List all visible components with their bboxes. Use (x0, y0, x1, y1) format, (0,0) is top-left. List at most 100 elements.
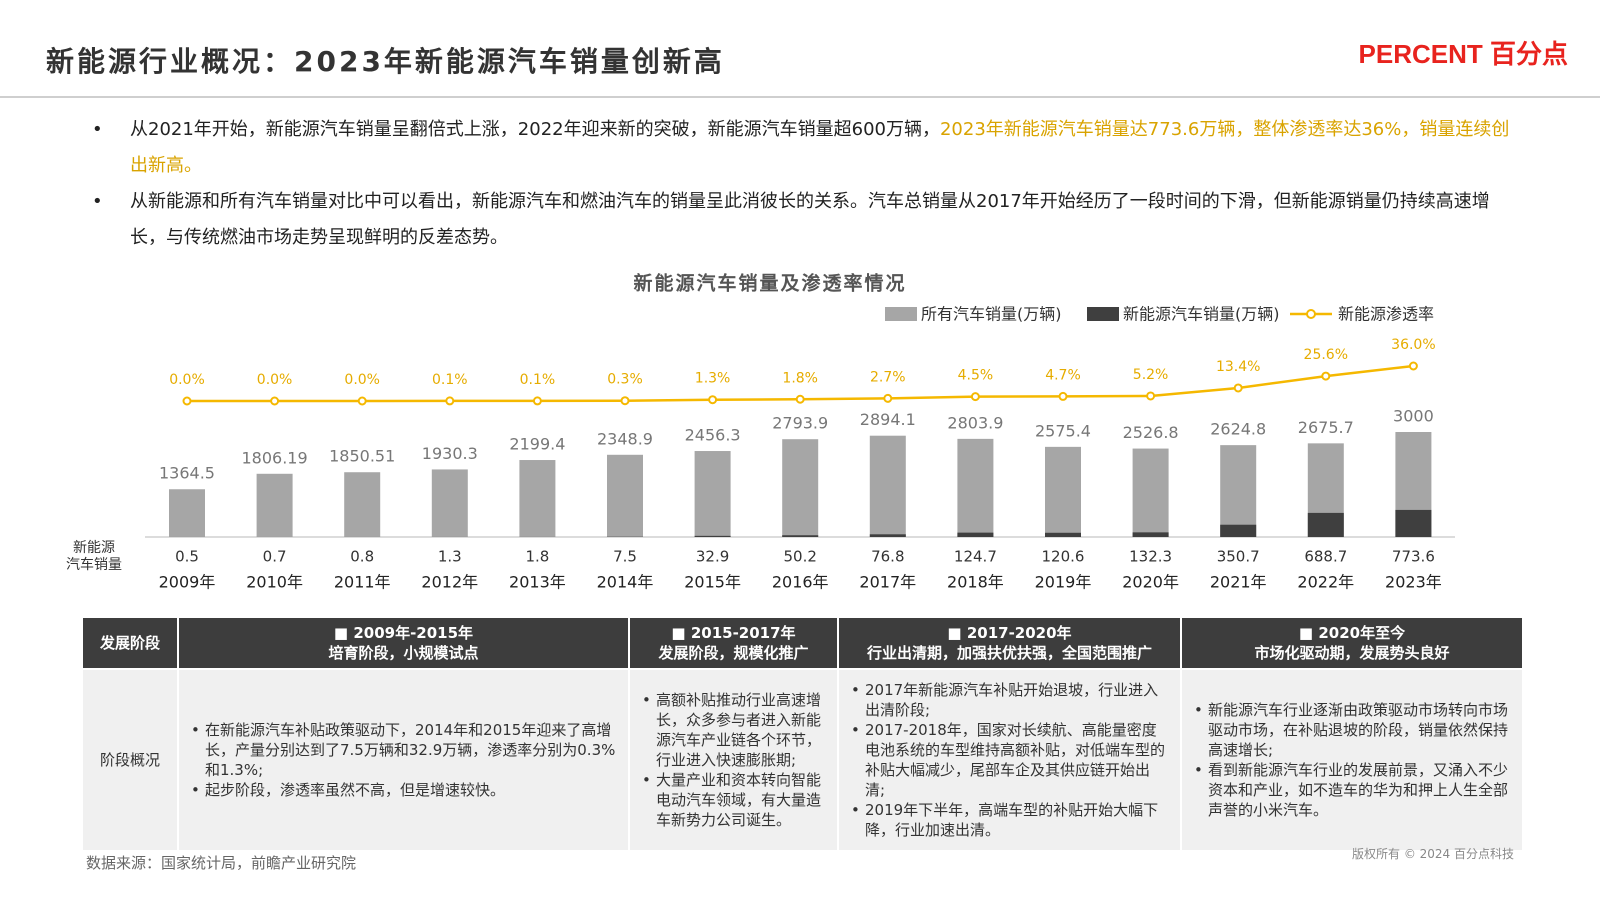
cell-item: 在新能源汽车补贴政策驱动下，2014年和2015年迎来了高增长，产量分别达到了7… (189, 720, 618, 780)
penetration-point (708, 395, 718, 405)
bar-nev (1220, 524, 1257, 537)
nev-label: 0.8 (350, 548, 374, 566)
penetration-label: 0.1% (432, 372, 468, 388)
penetration-point (445, 396, 455, 406)
cell-item: 起步阶段，渗透率虽然不高，但是增速较快。 (189, 780, 618, 800)
penetration-label: 1.8% (782, 370, 818, 386)
bar-total (869, 435, 906, 537)
nev-label: 32.9 (696, 548, 729, 566)
header-cell: 发展阶段 (83, 618, 177, 668)
penetration-point (1321, 371, 1331, 381)
legend-label: 所有汽车销量(万辆) (921, 305, 1062, 324)
cell-item: 新能源汽车行业逐渐由政策驱动市场转向市场驱动市场，在补贴退坡的阶段，销量依然保持… (1192, 700, 1512, 760)
total-label: 2575.4 (1035, 421, 1091, 440)
penetration-point (182, 396, 192, 406)
source-note: 数据来源：国家统计局，前瞻产业研究院 (86, 854, 357, 872)
x-tick-label: 2023年 (1385, 573, 1442, 592)
nev-label: 120.6 (1042, 548, 1085, 566)
bar-total (256, 473, 293, 537)
x-tick-label: 2018年 (947, 573, 1004, 592)
header-title: 发展阶段 (99, 634, 160, 652)
body-cell: 新能源汽车行业逐渐由政策驱动市场转向市场驱动市场，在补贴退坡的阶段，销量依然保持… (1182, 668, 1522, 850)
x-tick-label: 2020年 (1122, 573, 1179, 592)
nev-label: 132.3 (1129, 548, 1172, 566)
bar-nev (869, 534, 906, 537)
penetration-label: 0.3% (607, 372, 643, 388)
bar-nev (957, 532, 994, 537)
body-cell: 2017年新能源汽车补贴开始退坡，行业进入出清阶段;2017-2018年，国家对… (839, 668, 1180, 850)
body-cell: 高额补贴推动行业高速增长，众多参与者进入新能源汽车产业链各个环节，行业进入快速膨… (630, 668, 837, 850)
x-tick-label: 2014年 (597, 573, 654, 592)
cell-item: 高额补贴推动行业高速增长，众多参与者进入新能源汽车产业链各个环节，行业进入快速膨… (640, 690, 827, 770)
nev-label: 76.8 (871, 548, 904, 566)
bar-total (1132, 448, 1169, 537)
total-label: 2526.8 (1123, 423, 1179, 442)
nev-label: 350.7 (1217, 548, 1260, 566)
penetration-label: 13.4% (1216, 359, 1260, 375)
bullet-text: 从2021年开始，新能源汽车销量呈翻倍式上涨，2022年迎来新的突破，新能源汽车… (130, 119, 940, 140)
bar-total (607, 454, 643, 537)
bar-nev (1045, 532, 1081, 537)
penetration-label: 1.3% (695, 371, 731, 387)
nev-label: 0.7 (263, 548, 287, 566)
divider (0, 96, 1600, 98)
header-subtitle: 行业出清期，加强扶优扶强，全国范围推广 (866, 644, 1152, 662)
legend-swatch (885, 307, 917, 321)
header-subtitle: 培育阶段，小规模试点 (328, 644, 479, 662)
penetration-point (795, 394, 805, 404)
penetration-label: 25.6% (1304, 347, 1348, 363)
nev-label: 0.5 (175, 548, 199, 566)
total-label: 1930.3 (422, 444, 478, 463)
total-label: 2803.9 (947, 413, 1003, 432)
header-subtitle: 市场化驱动期，发展势头良好 (1254, 644, 1450, 662)
header-subtitle: 发展阶段，规模化推广 (658, 644, 809, 662)
bar-nev (1132, 532, 1169, 537)
legend-label: 新能源汽车销量(万辆) (1123, 305, 1280, 324)
penetration-point (357, 396, 367, 406)
cell-item: 看到新能源汽车行业的发展前景，又涌入不少资本和产业，如不造车的华为和押上人生全部… (1192, 760, 1512, 820)
header-title: 2020年至今 (1183, 623, 1521, 643)
bar-total (431, 469, 468, 537)
penetration-label: 2.7% (870, 369, 906, 385)
chart: 新能源汽车销量及渗透率情况 所有汽车销量(万辆) 新能源汽车销量(万辆) 新能源渗透… (66, 272, 1455, 592)
x-tick-label: 2009年 (159, 573, 216, 592)
chart-title: 新能源汽车销量及渗透率情况 (633, 272, 906, 295)
cell-item: 2017年新能源汽车补贴开始退坡，行业进入出清阶段; (849, 680, 1170, 720)
x-tick-label: 2010年 (246, 573, 303, 592)
cell-item: 大量产业和资本转向智能电动汽车领域，有大量造车新势力公司诞生。 (640, 770, 827, 830)
bullet-text: 从新能源和所有汽车销量对比中可以看出，新能源汽车和燃油汽车的销量呈此消彼长的关系… (130, 191, 1490, 248)
x-tick-label: 2015年 (684, 573, 741, 592)
bar-total (1045, 446, 1081, 537)
penetration-label: 0.0% (257, 372, 293, 388)
slide-title: 新能源行业概况：2023年新能源汽车销量创新高 (46, 45, 725, 78)
x-tick-label: 2017年 (859, 573, 916, 592)
header-title: 2009年-2015年 (180, 623, 627, 643)
total-label: 1364.5 (159, 464, 215, 483)
row-label: 汽车销量 (66, 556, 122, 573)
legend-label: 新能源渗透率 (1338, 305, 1434, 324)
header-title: 2017-2020年 (840, 623, 1179, 643)
x-tick-label: 2012年 (421, 573, 478, 592)
penetration-label: 4.5% (958, 368, 994, 384)
legend-swatch (1087, 307, 1119, 321)
nev-label: 7.5 (613, 548, 637, 566)
x-tick-label: 2016年 (772, 573, 829, 592)
x-tick-label: 2021年 (1210, 573, 1267, 592)
bullet: 从2021年开始，新能源汽车销量呈翻倍式上涨，2022年迎来新的突破，新能源汽车… (92, 112, 1512, 184)
x-tick-label: 2022年 (1297, 573, 1354, 592)
nev-label: 124.7 (954, 548, 997, 566)
nev-label: 50.2 (783, 548, 816, 566)
x-tick-label: 2019年 (1035, 573, 1092, 592)
body-cell: 在新能源汽车补贴政策驱动下，2014年和2015年迎来了高增长，产量分别达到了7… (179, 668, 628, 850)
penetration-label: 5.2% (1133, 367, 1169, 383)
total-label: 2894.1 (860, 410, 916, 429)
total-label: 2675.7 (1298, 418, 1354, 437)
penetration-point (1233, 383, 1243, 393)
bar-total (1220, 445, 1257, 537)
bullet-highlight: 2023年新能源汽车销量达773.6万辆，整体渗透率达36%，销量连续创出新高。 (130, 119, 1510, 176)
